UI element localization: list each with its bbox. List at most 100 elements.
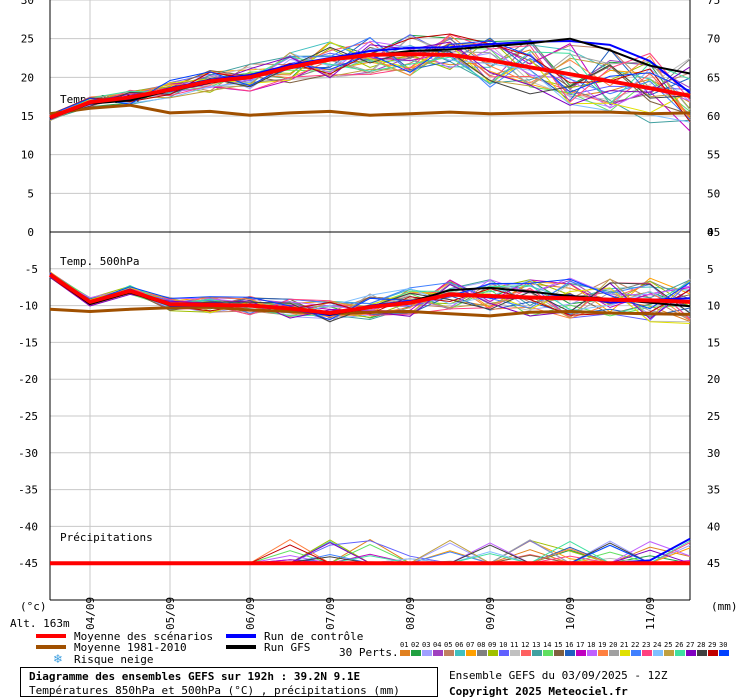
pert-swatch	[598, 650, 608, 656]
y-tick-label: 15	[21, 110, 34, 123]
pert-swatch	[642, 650, 652, 656]
y-tick-label: 30	[21, 0, 34, 7]
panel-850hpa: 0 5 10 15 20 25 30 45 50 55 60 65 70 75	[21, 0, 720, 239]
pert-number: 23	[642, 641, 650, 649]
pert-swatch	[664, 650, 674, 656]
pert-number: 27	[686, 641, 694, 649]
pert-number: 28	[697, 641, 705, 649]
pert-swatch	[576, 650, 586, 656]
pert-swatch	[719, 650, 729, 656]
y2-tick-label: 75	[707, 0, 720, 7]
pert-number: 08	[477, 641, 485, 649]
pert-swatch	[686, 650, 696, 656]
pert-number: 16	[565, 641, 573, 649]
pert-number: 24	[653, 641, 661, 649]
pert-swatch	[554, 650, 564, 656]
pert-number: 10	[499, 641, 507, 649]
y2-tick-label: 60	[707, 110, 720, 123]
pert-swatch	[400, 650, 410, 656]
series-mean	[49, 52, 691, 120]
series-climo	[49, 103, 691, 117]
unit-left: (°c)	[20, 600, 47, 613]
y2-tick-label: 30	[707, 447, 720, 460]
pert-number: 17	[576, 641, 584, 649]
pert-number: 25	[664, 641, 672, 649]
pert-number: 29	[708, 641, 716, 649]
pert-swatch	[697, 650, 707, 656]
y-tick-label: -15	[18, 336, 38, 349]
y-tick-label: -45	[18, 557, 38, 570]
pert-number: 18	[587, 641, 595, 649]
series-climo	[49, 305, 691, 318]
pert-number: 30	[719, 641, 727, 649]
snowflake-icon: ❄	[53, 652, 63, 666]
y2-tick-label: 65	[707, 71, 720, 84]
legend-climo-label: Moyenne 1981-2010	[74, 641, 187, 654]
y2-tick-label: 20	[707, 373, 720, 386]
y2-tick-label: 55	[707, 149, 720, 162]
pert-number: 07	[466, 641, 474, 649]
pert-number: 11	[510, 641, 518, 649]
pert-swatch	[609, 650, 619, 656]
pert-number: 21	[620, 641, 628, 649]
pert-number: 14	[543, 641, 551, 649]
perturbation-legend: 01 02 03 04 05 06 07 08 09 10 11 12 13 14 15 16 17 18 19 20…	[400, 641, 729, 656]
ensemble-member-850	[49, 45, 691, 123]
pert-number: 01	[400, 641, 408, 649]
diagram-subtitle: Températures 850hPa et 500hPa (°C) , pré…	[29, 684, 400, 697]
y-tick-label: -20	[18, 373, 38, 386]
pert-swatch	[631, 650, 641, 656]
pert-swatch	[543, 650, 553, 656]
legend: Moyenne des scénarios Moyenne 1981-2010 …	[36, 630, 729, 666]
y2-tick-label: 10	[707, 300, 720, 313]
legend-control-label: Run de contrôle	[264, 630, 363, 643]
label-precip: Précipitations	[60, 531, 153, 544]
pert-swatch	[521, 650, 531, 656]
y2-tick-label: 35	[707, 484, 720, 497]
pert-swatch	[455, 650, 465, 656]
y-tick-label: 0	[27, 226, 34, 239]
pert-number: 02	[411, 641, 419, 649]
pert-number: 05	[444, 641, 452, 649]
unit-right: (mm)	[711, 600, 738, 613]
y-tick-label: 10	[21, 149, 34, 162]
pert-number: 12	[521, 641, 529, 649]
pert-swatch	[477, 650, 487, 656]
legend-mean-label: Moyenne des scénarios	[74, 630, 213, 643]
y-tick-label: -10	[18, 300, 38, 313]
pert-swatch	[708, 650, 718, 656]
y-tick-label: -30	[18, 447, 38, 460]
y2-tick-label: 45	[707, 226, 720, 239]
x-tick-label: 07/09	[324, 597, 337, 630]
x-tick-label: 06/09	[244, 597, 257, 630]
x-tick-label: 05/09	[164, 597, 177, 630]
pert-swatch	[675, 650, 685, 656]
ensemble-member-850	[49, 34, 691, 120]
y2-tick-label: 50	[707, 187, 720, 200]
pert-swatch	[620, 650, 630, 656]
ensemble-member-500	[49, 276, 691, 314]
x-tick-label: 09/09	[484, 597, 497, 630]
y-tick-label: -35	[18, 484, 38, 497]
ensemble-run-label: Ensemble GEFS du 03/09/2025 - 12Z	[449, 669, 668, 682]
y2-tick-label: 70	[707, 33, 720, 46]
footer-title-box: Diagramme des ensembles GEFS sur 192h : …	[20, 667, 438, 697]
pert-swatch	[466, 650, 476, 656]
y2-tick-label: 0	[707, 226, 714, 239]
pert-swatch	[499, 650, 509, 656]
pert-swatch	[653, 650, 663, 656]
legend-gfs-label: Run GFS	[264, 641, 310, 654]
pert-swatch	[488, 650, 498, 656]
y-tick-label: 20	[21, 71, 34, 84]
pert-number: 20	[609, 641, 617, 649]
legend-snow-label: Risque neige	[74, 653, 153, 666]
x-tick-label: 11/09	[644, 597, 657, 630]
pert-swatch	[444, 650, 454, 656]
pert-swatch	[510, 650, 520, 656]
altitude-label: Alt. 163m	[10, 617, 70, 630]
y2-tick-label: 15	[707, 336, 720, 349]
pert-swatch	[433, 650, 443, 656]
pert-number: 26	[675, 641, 683, 649]
legend-perts-label: 30 Perts.	[339, 646, 399, 659]
